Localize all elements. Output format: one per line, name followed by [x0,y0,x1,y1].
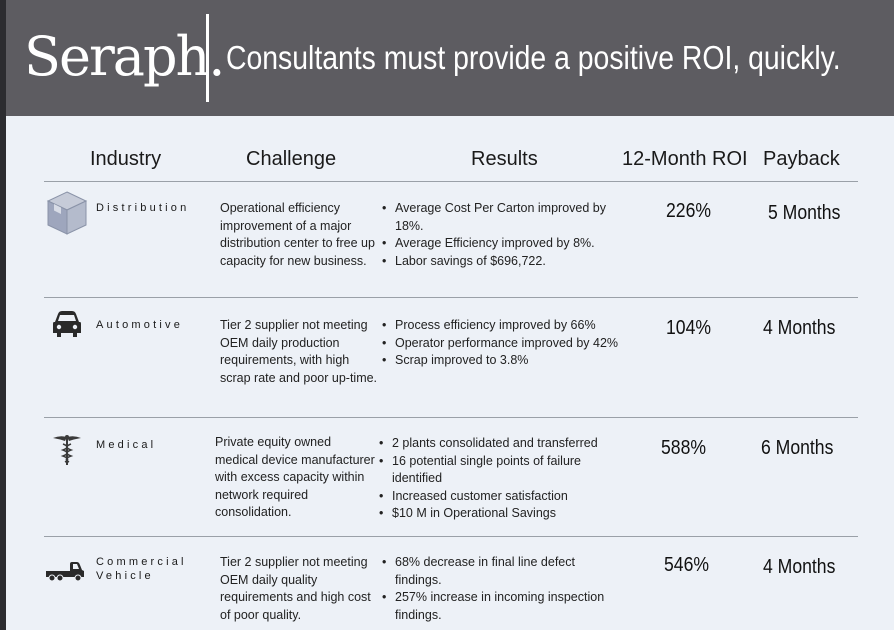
result-item: $10 M in Operational Savings [379,505,629,523]
challenge-text: Tier 2 supplier not meeting OEM daily qu… [220,555,371,622]
results-list: 68% decrease in final line defect findin… [382,554,622,624]
roi-value: 226% [666,200,712,222]
roi-value: 588% [661,437,707,459]
row-divider [44,297,858,298]
result-item: Operator performance improved by 42% [382,335,632,353]
roi-value: 546% [664,554,710,576]
result-item: Scrap improved to 3.8% [382,352,632,370]
result-item: Labor savings of $696,722. [382,253,632,271]
results-list: 2 plants consolidated and transferred 16… [379,435,629,523]
header-rule [44,181,858,182]
payback-value: 6 Months [761,437,834,459]
header-banner: Seraph. Consultants must provide a posit… [6,0,894,116]
result-item: Average Efficiency improved by 8%. [382,235,632,253]
result-item: Process efficiency improved by 66% [382,317,632,335]
industry-label-line1: Commercial [96,556,187,568]
result-item: 16 potential single points of failure id… [379,453,629,488]
challenge-text: Operational efficiency improvement of a … [220,201,375,268]
result-item: 2 plants consolidated and transferred [379,435,629,453]
challenge-text: Private equity owned medical device manu… [215,435,375,519]
column-header-results: Results [471,148,538,170]
result-item: 68% decrease in final line defect findin… [382,554,622,589]
row-divider [44,536,858,537]
header-divider [206,14,209,102]
payback-value: 4 Months [763,556,836,578]
industry-label: Distribution [96,202,190,214]
industry-label: Automotive [96,319,184,331]
column-header-payback: Payback [763,148,840,170]
row-divider [44,417,858,418]
payback-value: 5 Months [768,202,841,224]
caduceus-icon [53,435,81,465]
truck-icon [46,562,84,582]
result-item: Average Cost Per Carton improved by 18%. [382,200,632,235]
page-title: Consultants must provide a positive ROI,… [226,39,841,76]
result-item: 257% increase in incoming inspection fin… [382,589,622,624]
roi-value: 104% [666,317,712,339]
results-list: Average Cost Per Carton improved by 18%.… [382,200,632,270]
industry-label-line2: Vehicle [96,570,154,582]
column-header-challenge: Challenge [246,148,337,170]
box-icon [46,191,88,235]
payback-value: 4 Months [763,317,836,339]
results-list: Process efficiency improved by 66% Opera… [382,317,632,370]
roi-table: Industry Challenge Results 12-Month ROI … [6,116,894,630]
result-item: Increased customer satisfaction [379,488,629,506]
column-header-industry: Industry [90,148,162,170]
seraph-logo: Seraph. [24,25,225,88]
car-icon [53,311,81,337]
challenge-text: Tier 2 supplier not meeting OEM daily pr… [220,318,378,385]
column-header-roi: 12-Month ROI [622,148,748,170]
industry-label: Medical [96,439,157,451]
